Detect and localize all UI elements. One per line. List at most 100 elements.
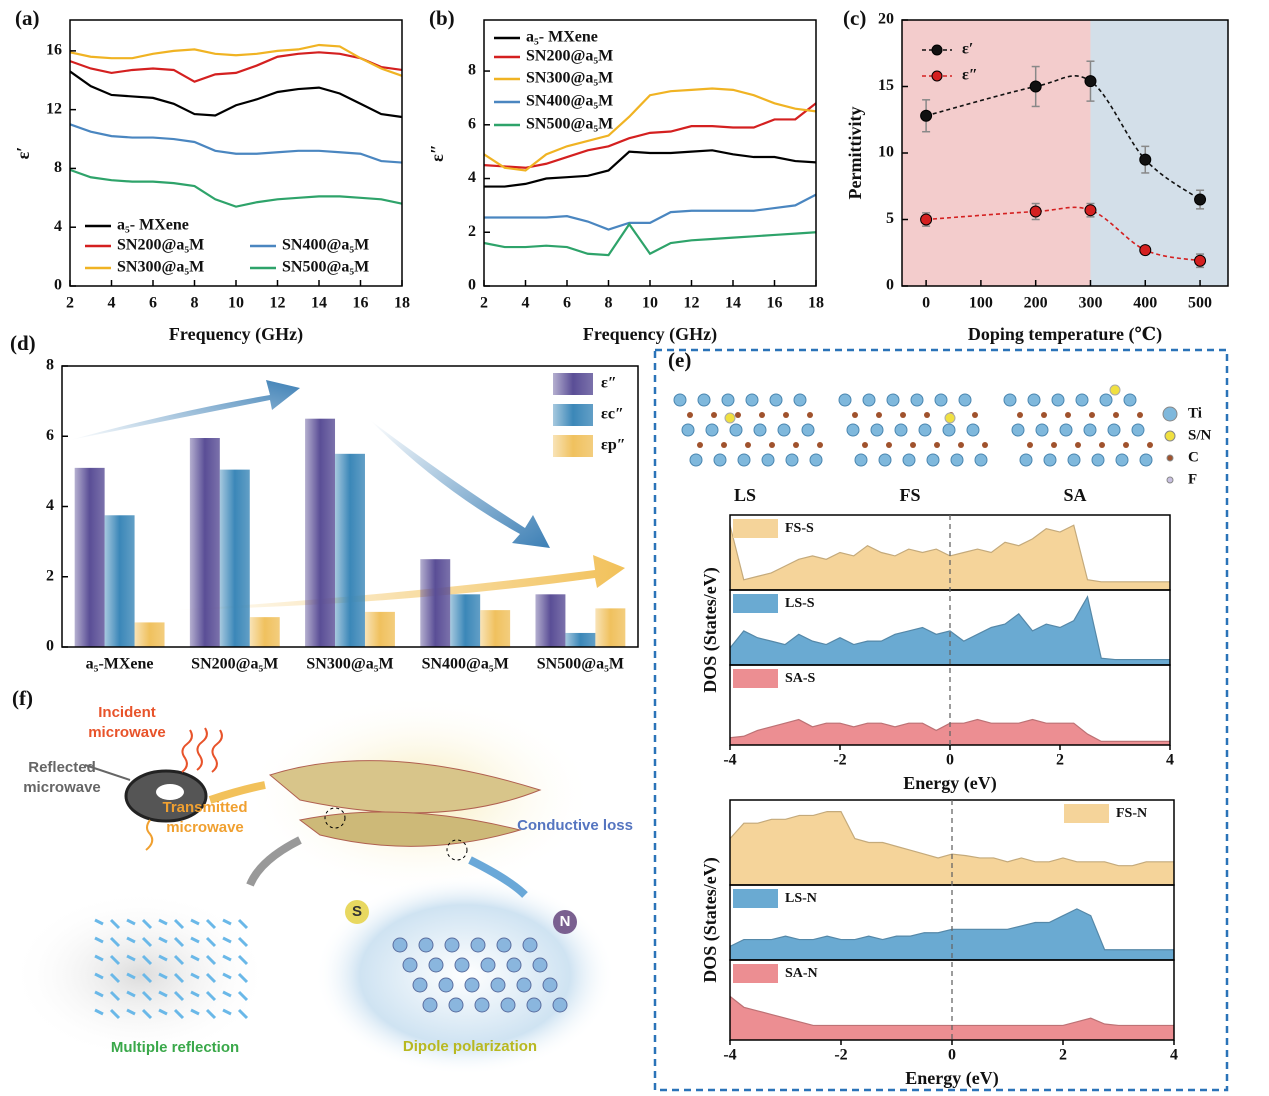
x-tick-label: 0: [946, 752, 954, 769]
y-tick-label: 8: [468, 62, 476, 79]
legend-label: SN500@a₅M: [282, 259, 369, 276]
series-line: [69, 70, 403, 119]
legend-label: εp″: [601, 437, 626, 454]
x-axis-label: Frequency (GHz): [583, 324, 717, 345]
atom: [1131, 423, 1145, 437]
bar: [104, 515, 135, 647]
x-tick-label: 6: [149, 295, 157, 312]
dipole: [141, 972, 153, 984]
dipole: [237, 918, 249, 930]
atom: [735, 412, 741, 418]
atom: [934, 442, 940, 448]
mxene-sheet: [298, 811, 522, 847]
bar: [450, 594, 481, 647]
decorations: [94, 384, 1153, 1020]
lattice-atom: [522, 937, 538, 953]
atom: [1075, 442, 1081, 448]
dipole: [126, 990, 136, 998]
dipole: [205, 990, 217, 1002]
lattice-atom: [448, 997, 464, 1013]
dipole: [158, 990, 168, 998]
legend-label: a₅- MXene: [526, 29, 598, 46]
atom: [1115, 453, 1129, 467]
bar: [420, 559, 451, 647]
lattice-atom: [470, 937, 486, 953]
atom: [934, 393, 948, 407]
x-tick-label: 500: [1188, 295, 1212, 312]
x-tick-label: a₅-MXene: [86, 656, 154, 673]
y-tick-label: 4: [46, 497, 54, 514]
dipole: [109, 990, 121, 1002]
atom: [745, 442, 751, 448]
atom: [713, 453, 727, 467]
y-tick-label: 16: [46, 42, 62, 59]
legend-label: SN300@a₅M: [117, 259, 204, 276]
x-tick-label: 10: [228, 295, 244, 312]
y-tick-label: 0: [54, 277, 62, 294]
atom: [697, 393, 711, 407]
atom: [793, 393, 807, 407]
legend-label: ε″: [962, 67, 978, 84]
dipole: [94, 972, 104, 980]
atom: [711, 412, 717, 418]
legend-swatch: [553, 435, 593, 457]
bar: [335, 453, 365, 647]
atom: [972, 412, 978, 418]
dipole: [205, 1008, 217, 1020]
y-axis-label: ε″: [427, 144, 447, 162]
atom: [1019, 453, 1033, 467]
atom: [793, 442, 799, 448]
schematic-text: Conductive loss: [517, 817, 633, 834]
x-tick-label: SN400@a₅M: [422, 656, 509, 673]
fit-curve: [926, 206, 1201, 262]
legend-marker: [931, 70, 943, 82]
point: [1084, 204, 1097, 217]
dipole: [173, 954, 185, 966]
dipole: [109, 972, 121, 984]
legend-swatch: [733, 594, 778, 613]
legend-label: FS-S: [785, 521, 814, 536]
dipole: [237, 954, 249, 966]
atom: [1051, 442, 1057, 448]
y-axis-label: DOS (States/eV): [700, 857, 721, 982]
x-tick-label: 200: [1024, 295, 1048, 312]
legend-label: ε′: [962, 41, 973, 58]
structure-label: SA: [1063, 485, 1086, 505]
x-tick-label: -4: [723, 752, 736, 769]
dipole: [237, 972, 249, 984]
x-tick-label: 16: [767, 295, 783, 312]
bar: [595, 608, 626, 647]
x-tick-label: 0: [948, 1047, 956, 1064]
x-axis-label: Doping temperature (℃): [968, 324, 1162, 345]
atom: [862, 393, 876, 407]
atom: [926, 453, 940, 467]
legend-label: SN200@a₅M: [117, 237, 204, 254]
area-fill: [730, 811, 1174, 885]
dipole: [205, 972, 217, 984]
atom: [1065, 412, 1071, 418]
legend-swatch: [733, 519, 778, 538]
flow-arrow: [468, 856, 528, 898]
atom: [900, 412, 906, 418]
atom: [1051, 393, 1065, 407]
y-axis-label: Permittivity: [845, 107, 865, 200]
bar: [74, 467, 105, 647]
species-label: C: [1188, 449, 1199, 465]
atom: [729, 423, 743, 437]
region: [1090, 20, 1228, 286]
point: [1139, 153, 1152, 166]
atom: [1107, 423, 1121, 437]
dipole: [94, 918, 104, 926]
x-tick-label: 16: [353, 295, 369, 312]
atom: [1017, 412, 1023, 418]
y-tick-label: 6: [46, 427, 54, 444]
atom: [1109, 384, 1121, 396]
dipole: [141, 918, 153, 930]
x-tick-label: 12: [684, 295, 700, 312]
atom: [894, 423, 908, 437]
x-tick-label: 12: [270, 295, 286, 312]
lattice-atom: [506, 957, 522, 973]
legend-label: SN400@a₅M: [526, 93, 613, 110]
y-tick-label: 6: [468, 115, 476, 132]
